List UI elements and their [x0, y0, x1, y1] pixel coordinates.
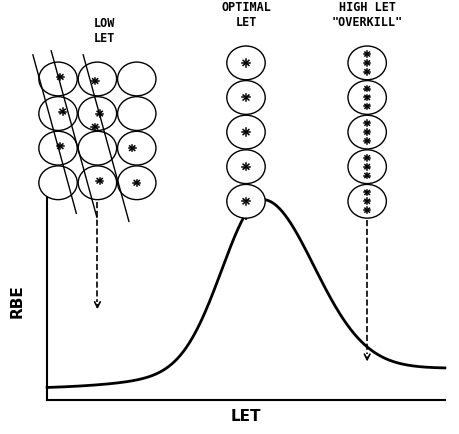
Circle shape [226, 47, 265, 81]
Circle shape [39, 63, 77, 97]
Circle shape [118, 63, 156, 97]
Circle shape [118, 98, 156, 131]
Circle shape [347, 116, 386, 150]
Text: LET: LET [230, 408, 261, 423]
Circle shape [347, 82, 386, 115]
Circle shape [78, 132, 116, 166]
Circle shape [347, 151, 386, 184]
Circle shape [39, 167, 77, 200]
Circle shape [39, 98, 77, 131]
Text: RBE: RBE [10, 283, 25, 317]
Circle shape [78, 98, 116, 131]
Circle shape [226, 151, 265, 184]
Circle shape [226, 116, 265, 150]
Circle shape [39, 132, 77, 166]
Circle shape [226, 82, 265, 115]
Circle shape [118, 132, 156, 166]
Text: HIGH LET
"OVERKILL": HIGH LET "OVERKILL" [331, 1, 402, 29]
Circle shape [78, 167, 116, 200]
Circle shape [347, 47, 386, 81]
Text: LOW
LET: LOW LET [93, 17, 115, 45]
Circle shape [347, 185, 386, 219]
Circle shape [226, 185, 265, 219]
Circle shape [78, 63, 116, 97]
Text: OPTIMAL
LET: OPTIMAL LET [221, 1, 270, 29]
Circle shape [118, 167, 156, 200]
